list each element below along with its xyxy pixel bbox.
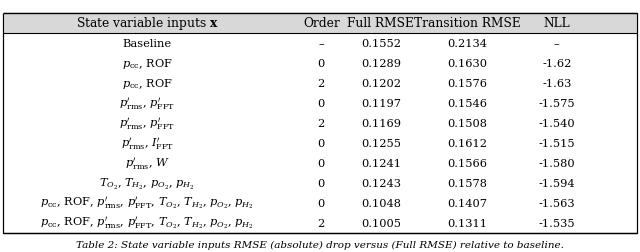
Text: 0.1169: 0.1169: [361, 118, 401, 129]
Text: 0.1612: 0.1612: [447, 138, 487, 148]
Text: $p^{\prime}_{\mathrm{rms}}$, $I^{\prime}_{\mathrm{FFT}}$: $p^{\prime}_{\mathrm{rms}}$, $I^{\prime}…: [121, 135, 173, 151]
Text: $p^{\prime}_{\mathrm{rms}}$, $p^{\prime}_{\mathrm{FFT}}$: $p^{\prime}_{\mathrm{rms}}$, $p^{\prime}…: [119, 115, 175, 132]
Bar: [3, 14, 637, 233]
Text: $p^{\prime}_{\mathrm{rms}}$, $W$: $p^{\prime}_{\mathrm{rms}}$, $W$: [125, 155, 170, 171]
Text: 0: 0: [317, 178, 325, 188]
Text: 2: 2: [317, 218, 325, 228]
Text: -1.575: -1.575: [538, 99, 575, 109]
Text: 0: 0: [317, 158, 325, 168]
Text: –: –: [554, 39, 559, 49]
Text: $T_{O_2}$, $T_{H_2}$, $p_{O_2}$, $p_{H_2}$: $T_{O_2}$, $T_{H_2}$, $p_{O_2}$, $p_{H_2…: [99, 176, 195, 191]
Text: –: –: [319, 39, 324, 49]
Text: -1.540: -1.540: [538, 118, 575, 129]
Text: -1.515: -1.515: [538, 138, 575, 148]
Text: 0.1546: 0.1546: [447, 99, 487, 109]
Bar: [3, 14, 637, 34]
Text: State variable inputs $\mathbf{x}$: State variable inputs $\mathbf{x}$: [76, 15, 219, 32]
Text: -1.535: -1.535: [538, 218, 575, 228]
Text: Baseline: Baseline: [123, 39, 172, 49]
Text: -1.580: -1.580: [538, 158, 575, 168]
Text: $p_{\mathrm{cc}}$, ROF, $p^{\prime}_{\mathrm{rms}}$, $p^{\prime}_{\mathrm{FFT}}$: $p_{\mathrm{cc}}$, ROF, $p^{\prime}_{\ma…: [40, 195, 254, 211]
Text: 0.1241: 0.1241: [361, 158, 401, 168]
Text: Transition RMSE: Transition RMSE: [414, 17, 520, 30]
Text: -1.594: -1.594: [538, 178, 575, 188]
Text: 2: 2: [317, 79, 325, 89]
Text: 0.2134: 0.2134: [447, 39, 487, 49]
Text: 0: 0: [317, 59, 325, 69]
Text: 0: 0: [317, 138, 325, 148]
Text: -1.563: -1.563: [538, 198, 575, 208]
Text: 0.1289: 0.1289: [361, 59, 401, 69]
Text: 0.1255: 0.1255: [361, 138, 401, 148]
Text: $p_{\mathrm{cc}}$, ROF, $p^{\prime}_{\mathrm{rms}}$, $p^{\prime}_{\mathrm{FFT}}$: $p_{\mathrm{cc}}$, ROF, $p^{\prime}_{\ma…: [40, 215, 254, 231]
Text: 0.1005: 0.1005: [361, 218, 401, 228]
Text: 0: 0: [317, 99, 325, 109]
Text: $p^{\prime}_{\mathrm{rms}}$, $p^{\prime}_{\mathrm{FFT}}$: $p^{\prime}_{\mathrm{rms}}$, $p^{\prime}…: [119, 96, 175, 112]
Text: -1.62: -1.62: [542, 59, 572, 69]
Text: 0.1202: 0.1202: [361, 79, 401, 89]
Text: 0.1048: 0.1048: [361, 198, 401, 208]
Text: 0.1311: 0.1311: [447, 218, 487, 228]
Text: -1.63: -1.63: [542, 79, 572, 89]
Text: $p_{\mathrm{cc}}$, ROF: $p_{\mathrm{cc}}$, ROF: [122, 77, 173, 90]
Text: $p_{\mathrm{cc}}$, ROF: $p_{\mathrm{cc}}$, ROF: [122, 57, 173, 71]
Text: 0.1552: 0.1552: [361, 39, 401, 49]
Text: 0: 0: [317, 198, 325, 208]
Text: 0.1630: 0.1630: [447, 59, 487, 69]
Text: 0.1578: 0.1578: [447, 178, 487, 188]
Text: 0.1576: 0.1576: [447, 79, 487, 89]
Text: Full RMSE: Full RMSE: [348, 17, 414, 30]
Text: 2: 2: [317, 118, 325, 129]
Text: Order: Order: [303, 17, 340, 30]
Text: 0.1508: 0.1508: [447, 118, 487, 129]
Text: NLL: NLL: [543, 17, 570, 30]
Text: 0.1566: 0.1566: [447, 158, 487, 168]
Text: 0.1197: 0.1197: [361, 99, 401, 109]
Text: 0.1243: 0.1243: [361, 178, 401, 188]
Text: 0.1407: 0.1407: [447, 198, 487, 208]
Text: Table 2: State variable inputs RMSE (absolute) drop versus (Full RMSE) relative : Table 2: State variable inputs RMSE (abs…: [76, 240, 564, 249]
